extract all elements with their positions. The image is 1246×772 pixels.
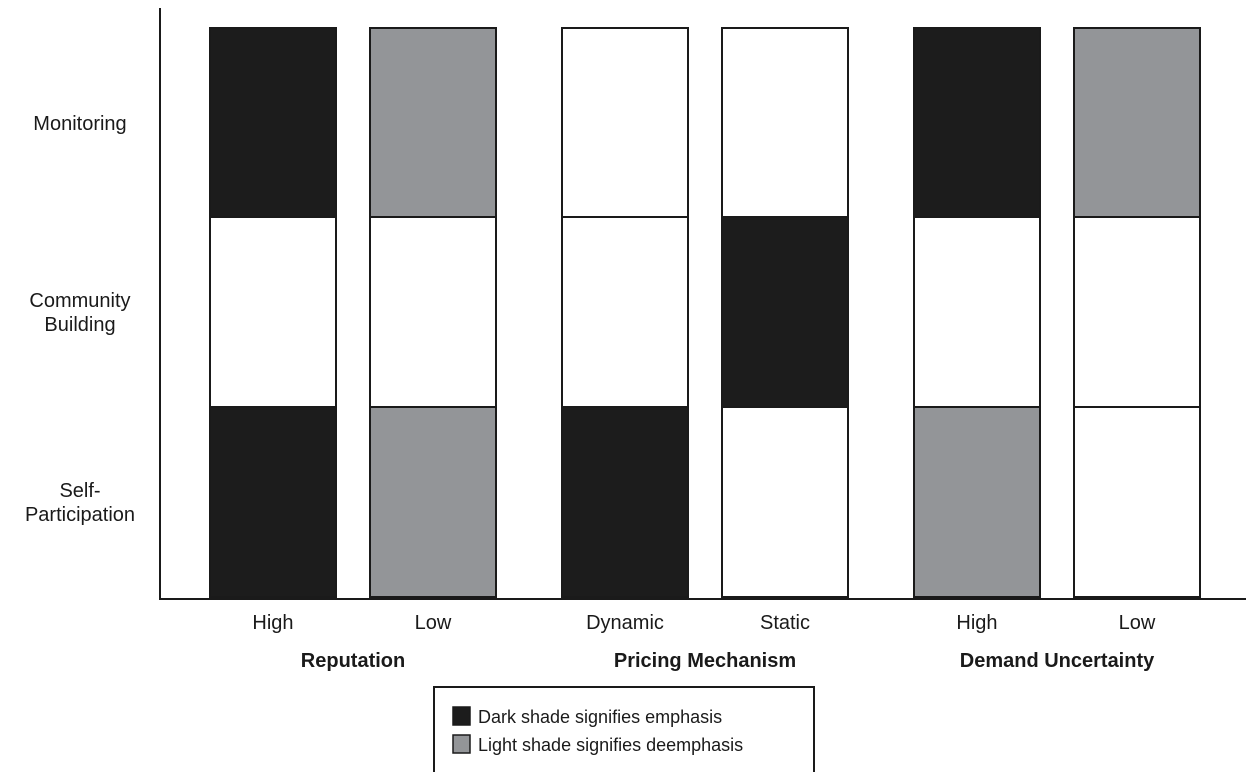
- cell-monitoring-reputation-low: [369, 27, 497, 218]
- row-label-self-participation-line-1: Self-: [59, 480, 100, 502]
- group-label-reputation: Reputation: [301, 650, 405, 672]
- cell-self-participation-reputation-low: [369, 406, 497, 598]
- cell-self-participation-pricing-mechanism-dynamic: [561, 406, 689, 598]
- legend: Dark shade signifies emphasis Light shad…: [433, 686, 815, 772]
- legend-swatch-dark: [452, 706, 471, 726]
- chart-cells: [209, 27, 1201, 598]
- group-labels: Reputation Pricing Mechanism Demand Uncert…: [301, 650, 1155, 672]
- column-label-reputation-low: Low: [415, 612, 452, 634]
- group-label-pricing-mechanism: Pricing Mechanism: [614, 650, 796, 672]
- cell-community-building-reputation-low: [369, 216, 497, 408]
- cell-community-building-pricing-mechanism-dynamic: [561, 216, 689, 408]
- legend-swatch-light: [452, 734, 471, 754]
- row-label-monitoring: Monitoring: [33, 113, 126, 135]
- cell-monitoring-demand-uncertainty-high: [913, 27, 1041, 218]
- cell-monitoring-pricing-mechanism-dynamic: [561, 27, 689, 218]
- cell-community-building-pricing-mechanism-static: [721, 216, 849, 408]
- row-label-community-building-line-2: Building: [44, 314, 115, 336]
- cell-self-participation-demand-uncertainty-low: [1073, 406, 1201, 598]
- cell-self-participation-pricing-mechanism-static: [721, 406, 849, 598]
- cell-community-building-demand-uncertainty-high: [913, 216, 1041, 408]
- cell-monitoring-reputation-high: [209, 27, 337, 218]
- column-label-reputation-high: High: [252, 612, 293, 634]
- cell-community-building-reputation-high: [209, 216, 337, 408]
- column-label-pricing-mechanism-dynamic: Dynamic: [586, 612, 664, 634]
- group-label-demand-uncertainty: Demand Uncertainty: [960, 650, 1155, 672]
- column-label-pricing-mechanism-static: Static: [760, 612, 810, 634]
- cell-community-building-demand-uncertainty-low: [1073, 216, 1201, 408]
- cell-monitoring-pricing-mechanism-static: [721, 27, 849, 218]
- row-label-community-building-line-1: Community: [29, 290, 130, 312]
- column-label-demand-uncertainty-low: Low: [1119, 612, 1156, 634]
- legend-label-dark: Dark shade signifies emphasis: [478, 707, 722, 727]
- column-label-demand-uncertainty-high: High: [956, 612, 997, 634]
- column-labels: High Low Dynamic Static High Low: [252, 612, 1155, 634]
- cell-monitoring-demand-uncertainty-low: [1073, 27, 1201, 218]
- row-label-self-participation-line-2: Participation: [25, 504, 135, 526]
- cell-self-participation-reputation-high: [209, 406, 337, 598]
- legend-label-light: Light shade signifies deemphasis: [478, 735, 743, 755]
- cell-self-participation-demand-uncertainty-high: [913, 406, 1041, 598]
